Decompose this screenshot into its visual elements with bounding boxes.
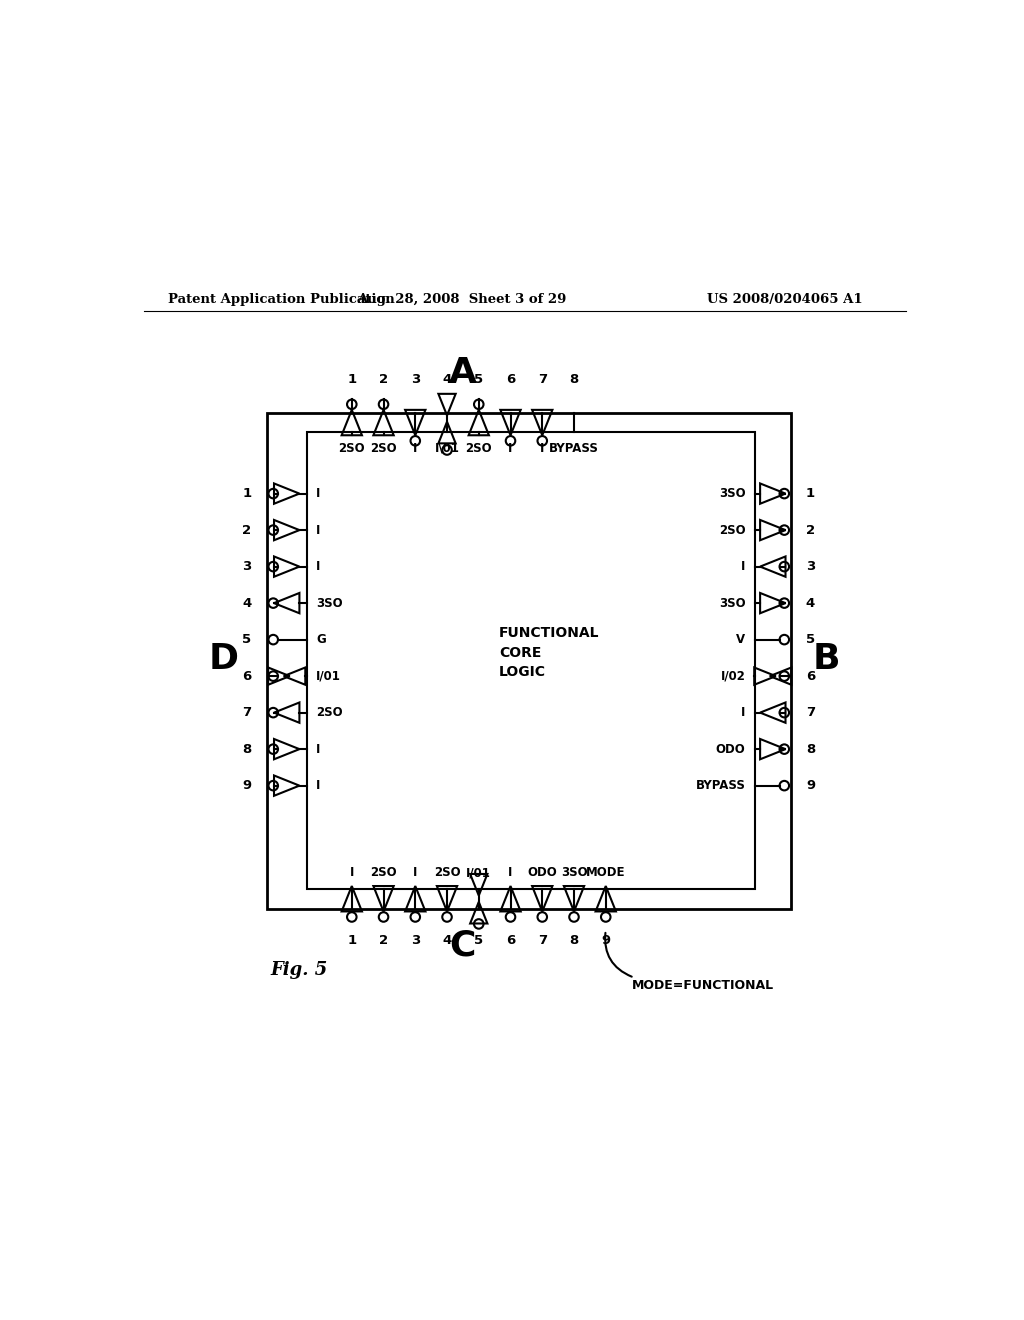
Bar: [267, 413, 791, 908]
Text: MODE: MODE: [586, 866, 626, 879]
Text: 3SO: 3SO: [316, 597, 343, 610]
Text: 8: 8: [243, 743, 252, 755]
Text: B: B: [813, 642, 840, 676]
Text: 8: 8: [569, 372, 579, 385]
Text: 5: 5: [243, 634, 252, 645]
Text: US 2008/0204065 A1: US 2008/0204065 A1: [708, 293, 863, 306]
Text: 2SO: 2SO: [339, 442, 366, 455]
Text: I: I: [741, 706, 745, 719]
Text: I/01: I/01: [466, 866, 492, 879]
Text: I: I: [316, 487, 321, 500]
Text: ODO: ODO: [716, 743, 745, 755]
Text: 3: 3: [411, 372, 420, 385]
Text: 9: 9: [243, 779, 252, 792]
Text: I: I: [508, 866, 513, 879]
Text: 3: 3: [411, 933, 420, 946]
Text: 4: 4: [442, 933, 452, 946]
Text: 6: 6: [506, 933, 515, 946]
Text: 2: 2: [379, 372, 388, 385]
Text: I: I: [508, 442, 513, 455]
Text: 4: 4: [442, 372, 452, 385]
Text: D: D: [208, 642, 239, 676]
Text: 3: 3: [806, 560, 815, 573]
Text: C: C: [450, 929, 476, 964]
Text: 6: 6: [806, 669, 815, 682]
Text: FUNCTIONAL
CORE
LOGIC: FUNCTIONAL CORE LOGIC: [499, 626, 599, 680]
Text: I\01: I\01: [434, 442, 460, 455]
Text: I: I: [540, 442, 545, 455]
Text: Aug. 28, 2008  Sheet 3 of 29: Aug. 28, 2008 Sheet 3 of 29: [356, 293, 566, 306]
Text: I: I: [413, 866, 418, 879]
Text: 3SO: 3SO: [561, 866, 588, 879]
Text: 2: 2: [243, 524, 252, 537]
Text: 6: 6: [243, 669, 252, 682]
Text: 9: 9: [806, 779, 815, 792]
Text: I: I: [316, 779, 321, 792]
Text: G: G: [316, 634, 326, 645]
Text: I/02: I/02: [721, 669, 745, 682]
Text: 2SO: 2SO: [316, 706, 343, 719]
Text: 3: 3: [243, 560, 252, 573]
Text: 4: 4: [806, 597, 815, 610]
Text: BYPASS: BYPASS: [695, 779, 745, 792]
Text: 6: 6: [506, 372, 515, 385]
Text: 2SO: 2SO: [371, 442, 397, 455]
Text: 7: 7: [243, 706, 252, 719]
Text: 5: 5: [474, 933, 483, 946]
Text: 7: 7: [806, 706, 815, 719]
Text: 2SO: 2SO: [719, 524, 745, 537]
Text: Fig. 5: Fig. 5: [270, 961, 328, 978]
Text: 5: 5: [806, 634, 815, 645]
Text: A: A: [449, 356, 477, 389]
Text: 9: 9: [601, 933, 610, 946]
Text: BYPASS: BYPASS: [549, 442, 599, 455]
Text: Patent Application Publication: Patent Application Publication: [168, 293, 394, 306]
Text: I: I: [316, 560, 321, 573]
Text: 8: 8: [569, 933, 579, 946]
Text: 5: 5: [474, 372, 483, 385]
Text: I/01: I/01: [316, 669, 341, 682]
Text: 2SO: 2SO: [466, 442, 493, 455]
Text: V: V: [736, 634, 745, 645]
Text: 2SO: 2SO: [371, 866, 397, 879]
Text: 4: 4: [243, 597, 252, 610]
Text: I: I: [349, 866, 354, 879]
Text: ODO: ODO: [527, 866, 557, 879]
Text: 1: 1: [243, 487, 252, 500]
Text: 2SO: 2SO: [434, 866, 461, 879]
Text: MODE=FUNCTIONAL: MODE=FUNCTIONAL: [632, 979, 774, 993]
Text: 3SO: 3SO: [719, 597, 745, 610]
Text: 2: 2: [379, 933, 388, 946]
Text: 7: 7: [538, 933, 547, 946]
Text: I: I: [316, 743, 321, 755]
Text: 1: 1: [347, 933, 356, 946]
Text: 8: 8: [806, 743, 815, 755]
Text: I: I: [316, 524, 321, 537]
Text: I: I: [741, 560, 745, 573]
Bar: [306, 433, 755, 888]
Text: 2: 2: [806, 524, 815, 537]
Text: 7: 7: [538, 372, 547, 385]
Text: 1: 1: [806, 487, 815, 500]
Text: I: I: [413, 442, 418, 455]
Text: 1: 1: [347, 372, 356, 385]
Text: 3SO: 3SO: [719, 487, 745, 500]
